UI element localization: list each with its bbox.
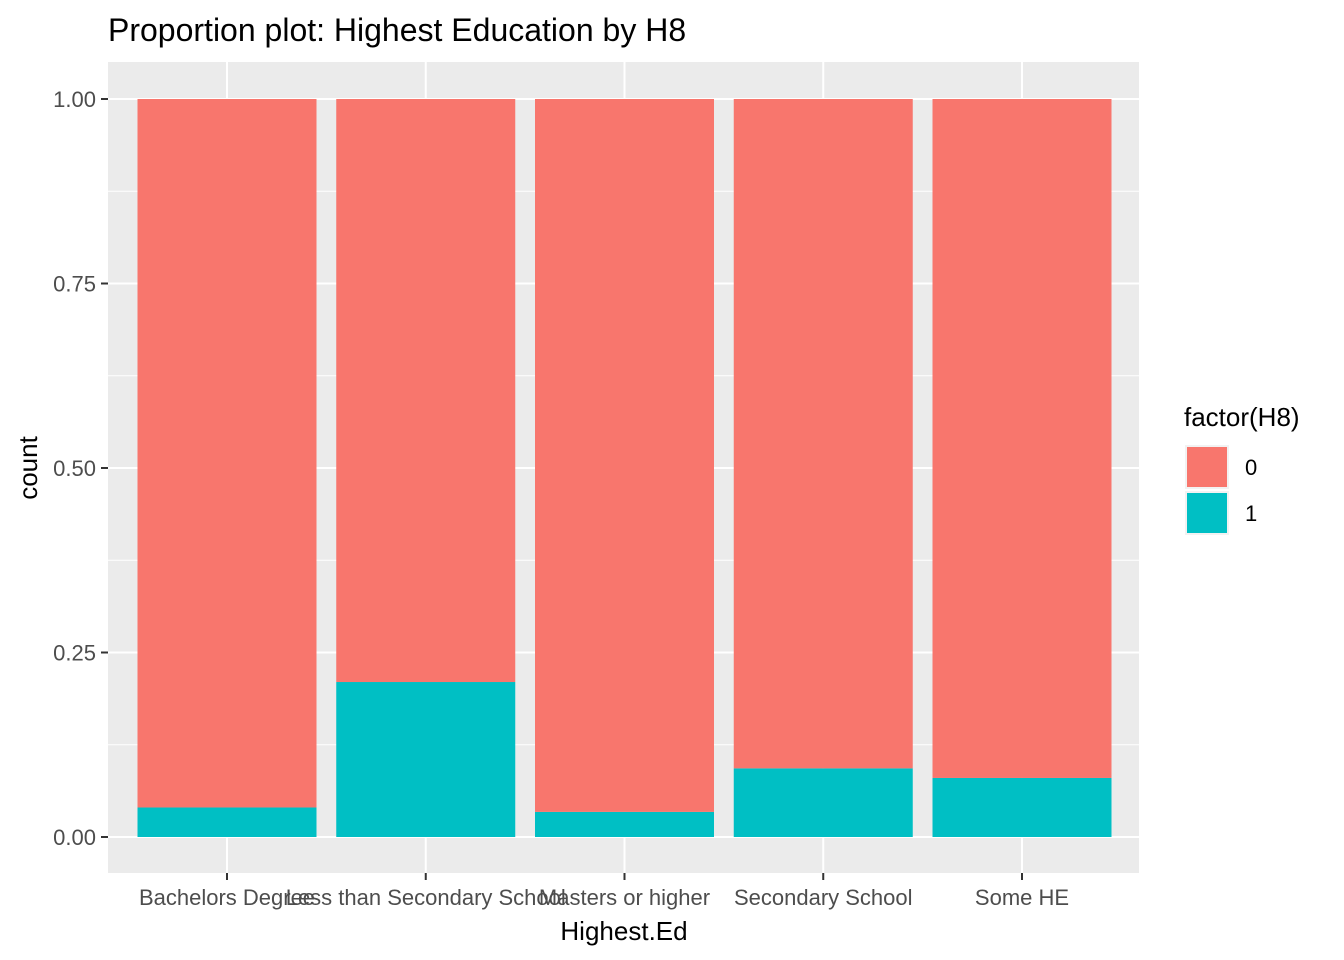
legend-label-0: 0 xyxy=(1245,455,1257,480)
y-tick-label: 1.00 xyxy=(53,87,96,112)
bar-masters-or-higher-series-0 xyxy=(535,99,714,812)
bars xyxy=(137,99,1112,837)
bar-less-than-secondary-school-series-1 xyxy=(336,682,516,837)
y-tick-label: 0.00 xyxy=(53,825,96,850)
legend-swatch-0 xyxy=(1187,447,1227,487)
y-tick-label: 0.75 xyxy=(53,272,96,297)
y-axis: 0.00 0.25 0.50 0.75 1.00 xyxy=(53,87,108,850)
legend-swatch-1 xyxy=(1187,493,1227,533)
bar-secondary-school-series-0 xyxy=(733,99,913,769)
bar-secondary-school-series-1 xyxy=(733,768,913,837)
bar-less-than-secondary-school-series-0 xyxy=(336,99,516,683)
y-axis-title: count xyxy=(13,435,43,499)
x-tick-label: Secondary School xyxy=(734,885,913,910)
legend: factor(H8) 0 1 xyxy=(1184,402,1300,535)
bar-some-he-series-0 xyxy=(932,99,1112,778)
x-tick-label: Bachelors Degree xyxy=(139,885,315,910)
bar-bachelors-degree-series-1 xyxy=(137,807,317,837)
bar-bachelors-degree-series-0 xyxy=(137,99,317,808)
chart-title: Proportion plot: Highest Education by H8 xyxy=(108,12,686,48)
y-tick-label: 0.50 xyxy=(53,456,96,481)
y-tick-label: 0.25 xyxy=(53,641,96,666)
legend-title: factor(H8) xyxy=(1184,402,1300,432)
x-tick-label: Masters or higher xyxy=(539,885,710,910)
x-tick-label: Less than Secondary School xyxy=(286,885,566,910)
x-axis-title: Highest.Ed xyxy=(560,916,687,946)
bar-some-he-series-1 xyxy=(932,777,1112,837)
legend-label-1: 1 xyxy=(1245,501,1257,526)
bar-masters-or-higher-series-1 xyxy=(535,811,714,837)
x-tick-label: Some HE xyxy=(975,885,1069,910)
